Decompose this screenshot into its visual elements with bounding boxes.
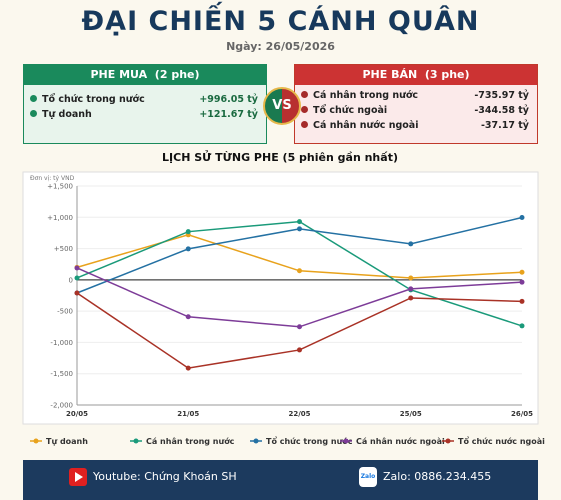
- buy-panel: PHE MUA (2 phe) Tổ chức trong nước +996.0…: [23, 64, 267, 144]
- zalo-contact[interactable]: Zalo: 0886.234.455: [383, 470, 492, 483]
- amount: -37.17 tỷ: [480, 120, 529, 131]
- point: [74, 275, 80, 281]
- row: Cá nhân trong nước -735.97 tỷ: [295, 88, 537, 103]
- x-tick-label: 22/05: [288, 410, 310, 418]
- point: [185, 246, 191, 252]
- name: Cá nhân nước ngoài: [301, 118, 418, 133]
- x-tick-label: 20/05: [66, 410, 88, 418]
- legend-label: Tự doanh: [46, 437, 88, 446]
- zalo-icon: Zalo: [359, 467, 377, 487]
- row: Tổ chức ngoài -344.58 tỷ: [295, 103, 537, 118]
- amount: +996.05 tỷ: [199, 94, 258, 105]
- legend-swatch-dot: [253, 438, 259, 444]
- point: [297, 226, 302, 232]
- point: [297, 268, 302, 274]
- legend-label: Cá nhân trong nước: [146, 436, 235, 446]
- point: [185, 365, 191, 371]
- y-tick-label: -2,000: [50, 402, 73, 410]
- point: [297, 324, 302, 330]
- x-tick-label: 21/05: [177, 410, 199, 418]
- point: [408, 275, 414, 281]
- point: [519, 279, 525, 285]
- row: Tổ chức trong nước +996.05 tỷ: [24, 92, 266, 107]
- point: [408, 286, 414, 292]
- chart-frame: [22, 171, 539, 425]
- legend-label: Tổ chức trong nước: [266, 435, 353, 446]
- point: [185, 314, 191, 320]
- y-tick-label: +500: [54, 245, 73, 253]
- panel-title: PHE MUA (2 phe): [24, 65, 266, 85]
- point: [297, 347, 302, 353]
- amount: -344.58 tỷ: [474, 105, 529, 116]
- y-tick-label: -1,000: [50, 339, 73, 347]
- amount: -735.97 tỷ: [474, 90, 529, 101]
- chart: LỊCH SỬ TỪNG PHE (5 phiên gần nhất) Đơn …: [22, 150, 545, 446]
- name: Tổ chức ngoài: [301, 103, 387, 118]
- x-tick-label: 25/05: [400, 410, 422, 418]
- amount: +121.67 tỷ: [199, 109, 258, 120]
- y-tick-label: -1,500: [50, 370, 73, 378]
- point: [519, 215, 525, 221]
- y-tick-label: -500: [57, 308, 73, 316]
- page-title: ĐẠI CHIẾN 5 CÁNH QUÂN: [81, 6, 480, 37]
- youtube-link[interactable]: Youtube: Chứng Khoán SH: [93, 470, 237, 483]
- point: [185, 229, 191, 235]
- vs-badge: VS: [263, 87, 301, 125]
- point: [408, 241, 414, 247]
- chart-title: LỊCH SỬ TỪNG PHE (5 phiên gần nhất): [162, 150, 398, 164]
- legend-swatch-dot: [33, 438, 39, 444]
- name: Cá nhân trong nước: [301, 88, 418, 103]
- y-tick-label: +1,500: [47, 183, 73, 191]
- legend-swatch-dot: [445, 438, 451, 444]
- point: [519, 269, 525, 275]
- name: Tổ chức trong nước: [30, 92, 145, 107]
- legend-label: Cá nhân nước ngoài: [356, 436, 445, 446]
- legend-swatch-dot: [343, 438, 349, 444]
- panel-title: PHE BÁN (3 phe): [295, 65, 537, 85]
- y-tick-label: +1,000: [47, 214, 73, 222]
- row: Cá nhân nước ngoài -37.17 tỷ: [295, 118, 537, 133]
- footer: Youtube: Chứng Khoán SH Zalo Zalo: 0886.…: [23, 460, 538, 500]
- point: [408, 295, 414, 301]
- legend-swatch-dot: [133, 438, 139, 444]
- point: [519, 298, 525, 304]
- date: Ngày: 26/05/2026: [226, 40, 335, 53]
- point: [519, 323, 525, 329]
- point: [74, 290, 80, 296]
- point: [74, 265, 80, 271]
- name: Tự doanh: [30, 107, 92, 122]
- legend-label: Tổ chức nước ngoài: [458, 435, 545, 446]
- point: [297, 219, 302, 225]
- y-tick-label: 0: [69, 276, 73, 284]
- youtube-icon: [69, 468, 87, 486]
- unit-note: Đơn vị: tỷ VND: [30, 175, 75, 182]
- row: Tự doanh +121.67 tỷ: [24, 107, 266, 122]
- x-tick-label: 26/05: [511, 410, 533, 418]
